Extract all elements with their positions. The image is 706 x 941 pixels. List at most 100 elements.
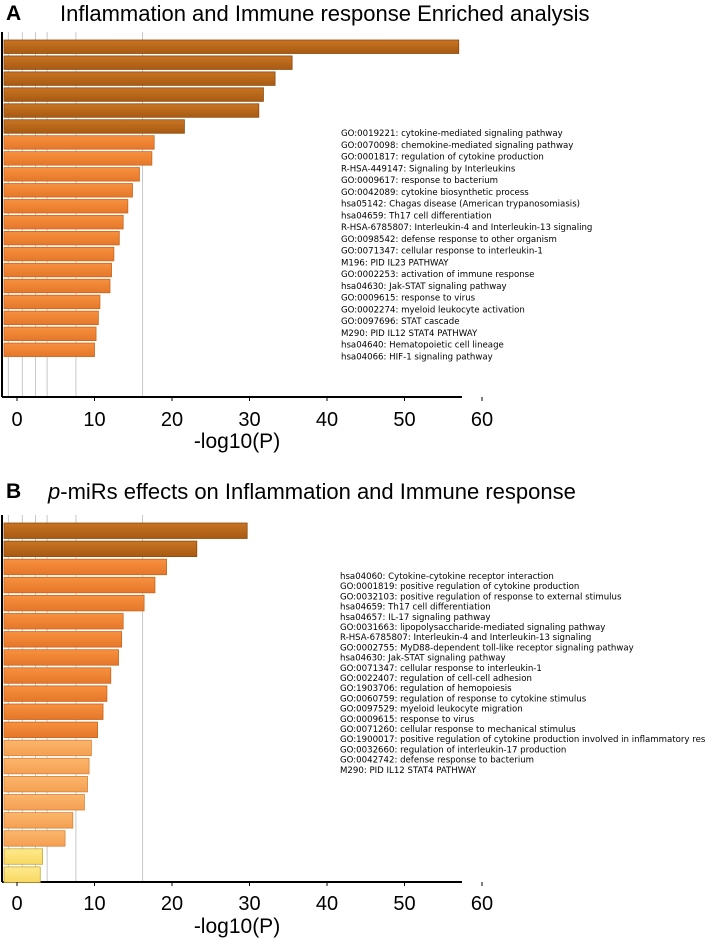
panel-b-bar-2 — [3, 558, 167, 576]
panel-b-bar-0 — [3, 522, 248, 539]
panel-b-legend-item-7: GO:0002755: MyD88-dependent toll-like re… — [340, 643, 634, 653]
panel-a-tick-label: 0 — [11, 409, 22, 431]
panel-a-legend-item-2: GO:0001817: regulation of cytokine produ… — [341, 153, 544, 163]
panel-a-bar-6 — [3, 135, 155, 150]
panel-b-bar-18 — [3, 848, 43, 865]
panel-a-bar-5 — [3, 119, 185, 134]
panel-a-bar-18 — [3, 326, 97, 342]
panel-a-legend-item-7: hsa04659: Th17 cell differentiation — [341, 211, 492, 221]
panel-a-legend-item-19: hsa04066: HIF-1 signaling pathway — [341, 352, 493, 362]
panel-b-tick-label: 50 — [393, 893, 415, 915]
panel-b-legend-item-1: GO:0001819: positive regulation of cytok… — [340, 582, 579, 592]
panel-b-bar-1 — [3, 540, 198, 557]
panel-a-bar-1 — [3, 55, 293, 70]
panel-a-tick-label: 40 — [316, 409, 338, 431]
panel-b-legend-item-15: GO:0071260: cellular response to mechani… — [340, 725, 576, 735]
panel-a-legend-item-3: R-HSA-449147: Signaling by Interleukins — [341, 164, 516, 174]
panel-b-title: p-miRs effects on Inflammation and Immun… — [47, 479, 576, 504]
panel-a-bar-3 — [3, 87, 264, 102]
panel-a-legend-item-12: GO:0002253: activation of immune respons… — [341, 270, 534, 280]
panel-a-chart: 0 10 20 30 40 50 60 -log10(P) GO:0019221: cytoki… — [1, 32, 592, 453]
panel-b-tick-label: 60 — [471, 893, 493, 915]
panel-b-bar-13 — [3, 757, 90, 775]
panel-b-bar-6 — [3, 631, 123, 648]
panel-b-tick-label: 10 — [83, 893, 105, 915]
panel-a-legend-item-15: GO:0002274: myeloid leukocyte activation — [341, 305, 525, 315]
panel-b-bar-10 — [3, 703, 104, 720]
panel-b-tick-label: 40 — [316, 893, 338, 915]
panel-a-letter: A — [6, 2, 21, 25]
panel-a-bar-2 — [3, 71, 276, 86]
panel-b-legend-item-13: GO:0097529: myeloid leukocyte migration — [340, 705, 523, 715]
panel-b-bar-11 — [3, 721, 98, 738]
panel-b-bar-19 — [3, 866, 41, 883]
panel-b-x-label: -log10(P) — [194, 915, 280, 938]
panel-a-bar-7 — [3, 151, 153, 166]
panel-a-legend-item-13: hsa04630: Jak-STAT signaling pathway — [341, 282, 507, 292]
panel-a-bar-11 — [3, 215, 124, 230]
panel-a-legend-item-9: GO:0098542: defense response to other or… — [341, 235, 557, 245]
panel-a-bar-13 — [3, 246, 115, 262]
panel-b-legend-item-14: GO:0009615: response to virus — [340, 715, 475, 725]
panel-a-bar-19 — [3, 342, 95, 357]
panel-a-bar-17 — [3, 310, 99, 326]
panel-b-legend-item-19: M290: PID IL12 STAT4 PATHWAY — [340, 766, 477, 776]
panel-b-bar-3 — [3, 576, 156, 594]
panel-b-bar-7 — [3, 649, 119, 666]
panel-b-title-italic: p — [47, 479, 60, 504]
panel-a-bar-16 — [3, 294, 101, 310]
panel-a-legend-item-11: M196: PID IL23 PATHWAY — [341, 258, 449, 268]
panel-b-legend-item-2: GO:0032103: positive regulation of respo… — [340, 592, 622, 602]
panel-b-bar-4 — [3, 595, 145, 612]
panel-a-bar-15 — [3, 278, 111, 294]
panel-b-bar-17 — [3, 830, 66, 847]
panel-a-legend-item-18: hsa04640: Hematopoietic cell lineage — [341, 341, 504, 351]
panel-b-bar-8 — [3, 667, 112, 684]
panel-a-legend-item-17: M290: PID IL12 STAT4 PATHWAY — [341, 329, 478, 339]
panel-b-chart: 0 10 20 30 40 50 60 -log10(P) hsa04060: Cytokine… — [1, 515, 706, 938]
panel-b-bar-5 — [3, 613, 124, 630]
panel-b-legend-item-0: hsa04060: Cytokine-cytokine receptor int… — [340, 572, 554, 582]
panel-a-legend-item-6: hsa05142: Chagas disease (American trypa… — [341, 200, 580, 210]
panel-a-bar-10 — [3, 199, 129, 214]
panel-a-legend-item-14: GO:0009615: response to virus — [341, 294, 476, 304]
panel-b-legend-item-8: hsa04630: Jak-STAT signaling pathway — [340, 654, 506, 664]
panel-b-legend-item-12: GO:0060759: regulation of response to cy… — [340, 694, 587, 704]
panel-b-tick-label: 20 — [161, 893, 183, 915]
panel-a-tick-label: 20 — [161, 409, 183, 431]
panel-b-tick-label: 30 — [238, 893, 260, 915]
panel-b-legend-item-17: GO:0032660: regulation of interleukin-17… — [340, 745, 566, 755]
panel-a-tick-label: 30 — [238, 409, 260, 431]
panel-a-bar-0 — [3, 39, 460, 54]
panel-a-legend-item-4: GO:0009617: response to bacterium — [341, 176, 498, 186]
panel-b-legend-item-18: GO:0042742: defense response to bacteriu… — [340, 756, 534, 766]
panel-a-tick-label: 60 — [471, 409, 493, 431]
panel-b-legend-item-11: GO:1903706: regulation of hemopoiesis — [340, 684, 512, 694]
panel-b-legend-item-10: GO:0022407: regulation of cell-cell adhe… — [340, 674, 532, 684]
panel-a-tick-label: 10 — [83, 409, 105, 431]
panel-a-legend-item-8: R-HSA-6785807: Interleukin-4 and Interle… — [341, 223, 592, 233]
panel-a-bar-14 — [3, 262, 112, 278]
panel-a-x-label: -log10(P) — [194, 430, 280, 453]
panel-b-legend-item-9: GO:0071347: cellular response to interle… — [340, 664, 542, 674]
panel-b-tick-label: 0 — [11, 893, 22, 915]
panel-b-letter: B — [6, 480, 21, 503]
panel-b-legend-item-16: GO:1900017: positive regulation of cytok… — [340, 735, 706, 745]
panel-a-tick-label: 50 — [393, 409, 415, 431]
panel-b-bar-12 — [3, 739, 92, 757]
panel-a-bar-12 — [3, 230, 120, 246]
panel-a-title: Inflammation and Immune response Enriche… — [60, 1, 590, 26]
panel-b-legend-item-4: hsa04657: IL-17 signaling pathway — [340, 613, 490, 623]
panel-a-legend-item-10: GO:0071347: cellular response to interle… — [341, 247, 543, 257]
panel-a-legend-item-0: GO:0019221: cytokine-mediated signaling … — [341, 129, 563, 139]
panel-b-bar-9 — [3, 685, 108, 702]
panel-a-bar-9 — [3, 183, 133, 198]
panel-b-bar-16 — [3, 812, 74, 829]
panel-a-legend-item-16: GO:0097696: STAT cascade — [341, 317, 460, 327]
panel-b-bar-14 — [3, 776, 88, 793]
panel-b-legend-item-3: hsa04659: Th17 cell differentiation — [340, 603, 491, 613]
panel-a-bar-4 — [3, 103, 260, 118]
panel-b-bar-15 — [3, 794, 85, 811]
panel-b-legend-item-6: R-HSA-6785807: Interleukin-4 and Interle… — [340, 633, 591, 643]
panel-b-title-rest: -miRs effects on Inflammation and Immune… — [60, 479, 576, 504]
